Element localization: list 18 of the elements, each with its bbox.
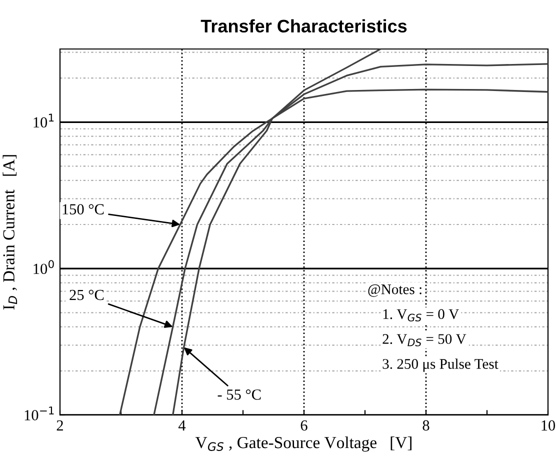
y-axis-title: I$_{D}$ , Drain Current [A]: [2, 155, 18, 310]
annotation: - 55 °C: [218, 389, 261, 400]
y-tick-label: 10$^{−1}$: [24, 406, 54, 420]
annotation: 1. V$_{GS}$ = 0 V: [383, 309, 459, 322]
x-tick-label: 8: [422, 420, 430, 431]
x-tick-label: 10: [542, 420, 556, 431]
annotation: 2. V$_{DS}$ = 50 V: [382, 334, 466, 346]
y-tick-label: 10$^{0}$: [34, 260, 54, 274]
annotation: 150 °C: [62, 204, 104, 214]
y-tick-label: 10$^{1}$: [34, 114, 54, 128]
annotation: 25 °C: [70, 290, 104, 300]
chart-title: Transfer Characteristics: [200, 19, 407, 33]
x-axis-title: V$_{GS}$ , Gate-Source Voltage [V]: [195, 436, 412, 452]
x-tick-label: 6: [300, 420, 308, 431]
x-tick-label: 2: [56, 420, 63, 430]
annotation: @Notes :: [368, 284, 422, 297]
annotation: 3. 250 μs Pulse Test: [382, 358, 498, 372]
x-tick-label: 4: [178, 420, 186, 430]
